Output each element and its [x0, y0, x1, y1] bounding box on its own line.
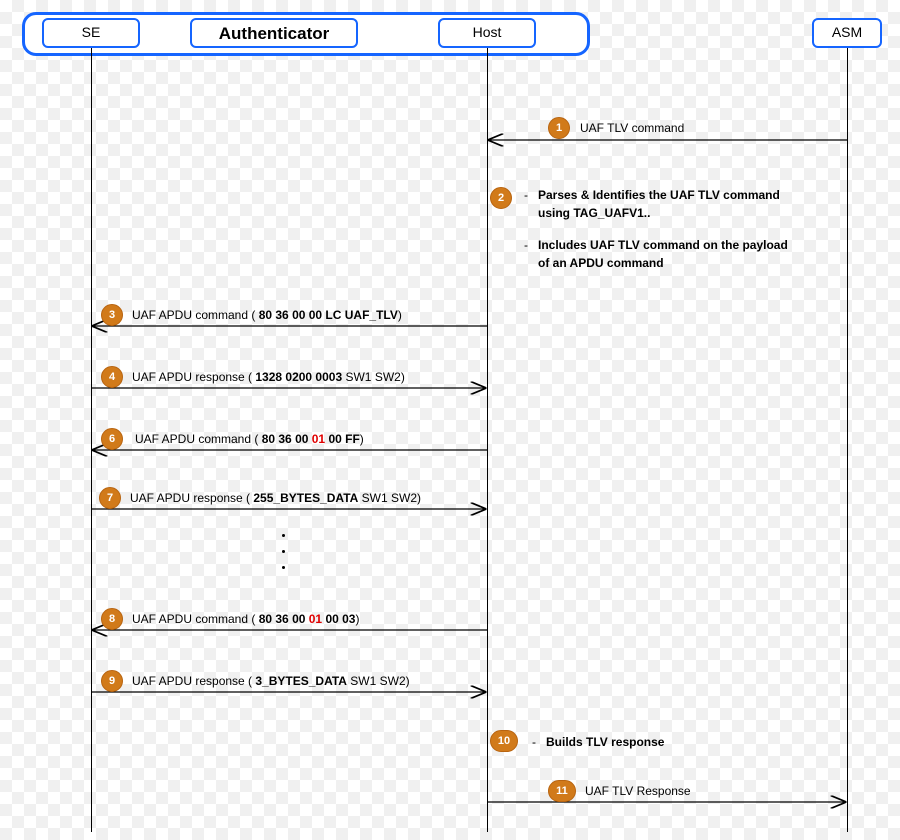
step-9-label: UAF APDU response ( 3_BYTES_DATA SW1 SW2… [132, 674, 410, 688]
ellipsis-dot [282, 566, 285, 569]
step-10-badge: 10 [490, 730, 518, 752]
step-6-label: UAF APDU command ( 80 36 00 01 00 FF) [135, 432, 364, 446]
step-8-num: 8 [109, 613, 115, 625]
step-4-label: UAF APDU response ( 1328 0200 0003 SW1 S… [132, 370, 405, 384]
step-1-label: UAF TLV command [580, 121, 684, 135]
actor-host-label: Host [473, 24, 502, 40]
ellipsis-dot [282, 550, 285, 553]
lifeline-host [487, 48, 488, 832]
step-4-num: 4 [109, 371, 115, 383]
step-8-label: UAF APDU command ( 80 36 00 01 00 03) [132, 612, 359, 626]
step-11-num: 11 [556, 785, 568, 797]
step-3-num: 3 [109, 309, 115, 321]
actor-se: SE [42, 18, 140, 48]
step-1-num: 1 [556, 122, 562, 134]
step-9-badge: 9 [101, 670, 123, 692]
step-1-badge: 1 [548, 117, 570, 139]
ellipsis-dot [282, 534, 285, 537]
step-2-note-1: - Parses & Identifies the UAF TLV comman… [538, 186, 798, 222]
step-10-note: - Builds TLV response [546, 733, 786, 751]
step-4-badge: 4 [101, 366, 123, 388]
step-3-label: UAF APDU command ( 80 36 00 00 LC UAF_TL… [132, 308, 402, 322]
actor-asm: ASM [812, 18, 882, 48]
step-7-num: 7 [107, 492, 113, 504]
step-2-badge: 2 [490, 187, 512, 209]
actor-asm-label: ASM [832, 24, 862, 40]
step-2-note-2: - Includes UAF TLV command on the payloa… [538, 236, 798, 272]
actor-host: Host [438, 18, 536, 48]
step-2-num: 2 [498, 192, 504, 204]
step-11-label: UAF TLV Response [585, 784, 691, 798]
actor-authenticator-label: Authenticator [219, 24, 330, 43]
arrows-layer [0, 0, 900, 840]
step-7-label: UAF APDU response ( 255_BYTES_DATA SW1 S… [130, 491, 421, 505]
sequence-diagram: SE Authenticator Host ASM [0, 0, 900, 840]
actor-se-label: SE [82, 24, 101, 40]
lifeline-se [91, 48, 92, 832]
actor-authenticator: Authenticator [190, 18, 358, 48]
step-11-badge: 11 [548, 780, 576, 802]
step-3-badge: 3 [101, 304, 123, 326]
step-10-num: 10 [498, 735, 510, 747]
step-6-badge: 6 [101, 428, 123, 450]
step-6-num: 6 [109, 433, 115, 445]
step-8-badge: 8 [101, 608, 123, 630]
lifeline-asm [847, 48, 848, 832]
step-7-badge: 7 [99, 487, 121, 509]
step-9-num: 9 [109, 675, 115, 687]
